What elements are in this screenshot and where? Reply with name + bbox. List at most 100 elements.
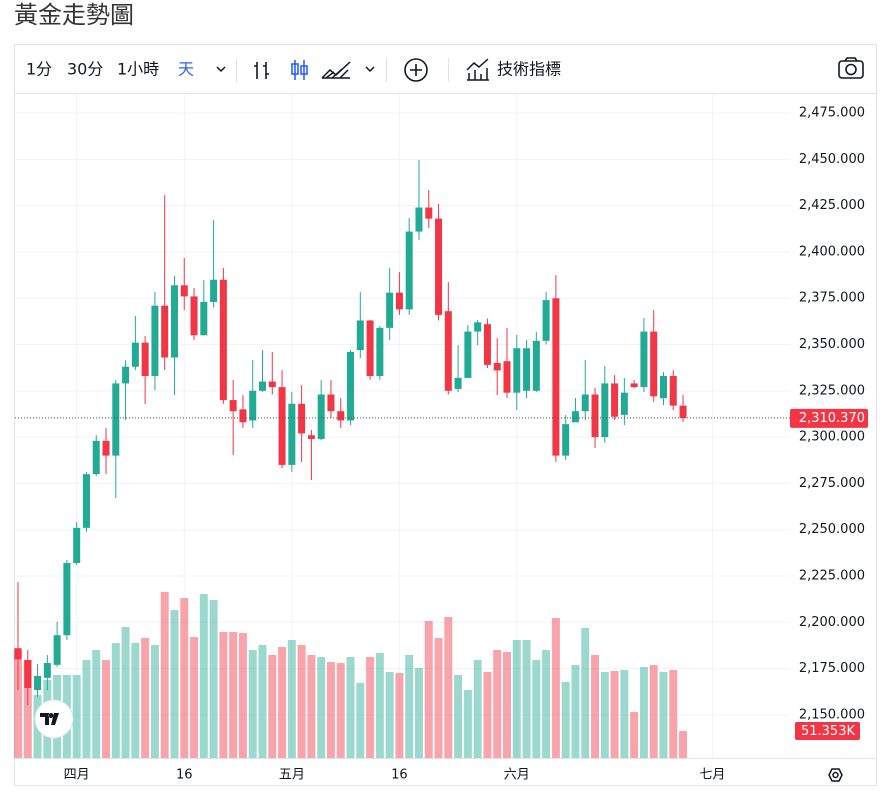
candle-body [219, 279, 227, 401]
y-tick-label: 2,350.000 [799, 337, 865, 352]
snapshot-button[interactable] [838, 57, 864, 79]
last-price-box [790, 408, 868, 428]
candle-body [43, 663, 51, 678]
candle-body [532, 340, 540, 391]
candle-body [395, 292, 403, 310]
volume-bar [385, 672, 394, 758]
volume-bar [72, 675, 81, 758]
volume-bar [532, 660, 541, 758]
y-tick-label: 2,150.000 [799, 707, 865, 722]
interval-menu[interactable] [216, 66, 226, 73]
candle-body [669, 376, 677, 406]
candle-body [53, 635, 61, 665]
volume-bar [199, 594, 208, 758]
volume-bar [190, 637, 199, 758]
volume-bar [610, 671, 619, 758]
interval-button[interactable]: 天 [178, 60, 194, 79]
x-tick-label: 六月 [504, 768, 530, 783]
candle-body [503, 361, 511, 393]
volume-bar [278, 647, 287, 758]
volume-bar [483, 672, 492, 758]
volume-bar [268, 655, 277, 758]
x-tick-label: 七月 [699, 768, 725, 783]
candle-body [24, 660, 32, 689]
last-volume-box [795, 721, 860, 740]
volume-bar [659, 672, 668, 758]
candle-body [82, 474, 90, 528]
volume-bar [131, 643, 140, 758]
volume-bar [170, 610, 179, 758]
candle-body [229, 400, 237, 412]
indicators-button[interactable]: 技術指標 [497, 60, 561, 79]
candle-body [14, 648, 22, 660]
volume-bar [522, 640, 531, 758]
page-title: 黃金走勢圖 [14, 1, 134, 29]
candle-body [552, 298, 560, 456]
candle-style-icon[interactable] [291, 60, 308, 80]
compare-button[interactable] [404, 58, 428, 82]
candle-body [34, 675, 42, 691]
volume-bar [591, 655, 600, 758]
candle-body [425, 207, 433, 219]
candle-body [170, 285, 178, 358]
interval-button[interactable]: 1分 [26, 60, 52, 79]
y-tick-label: 2,375.000 [799, 291, 865, 306]
volume-bar [444, 617, 453, 758]
volume-bar [512, 640, 521, 758]
y-tick-label: 2,200.000 [799, 615, 865, 630]
volume-bar [493, 650, 502, 758]
volume-bar [561, 682, 570, 758]
candle-body [327, 394, 335, 412]
volume-bar [669, 670, 678, 758]
candle-body [562, 424, 570, 456]
y-tick-label: 2,475.000 [799, 106, 865, 121]
volume-bar [111, 643, 120, 758]
volume-bar [317, 657, 326, 758]
candle-body [249, 390, 257, 421]
candle-body [366, 320, 374, 377]
candle-body [337, 411, 345, 421]
candle-body [73, 527, 81, 564]
settings-button[interactable] [828, 768, 843, 782]
volume-bar [209, 600, 218, 758]
interval-button[interactable]: 30分 [67, 60, 103, 79]
candle-body [278, 387, 286, 465]
candle-body [581, 394, 589, 412]
candle-body [513, 348, 521, 393]
volume-bar [23, 660, 32, 758]
x-tick-label: 16 [176, 768, 193, 783]
volume-bar [160, 592, 169, 758]
x-tick-label: 16 [391, 768, 408, 783]
candle-body [454, 377, 462, 389]
volume-bar [356, 683, 365, 758]
tv-logo [34, 699, 74, 739]
candle-body [474, 322, 482, 332]
interval-button[interactable]: 1小時 [117, 60, 159, 79]
y-tick-label: 2,300.000 [799, 430, 865, 445]
candle-body [493, 363, 501, 371]
y-tick-label: 2,450.000 [799, 152, 865, 167]
indicators-icon[interactable] [466, 58, 489, 81]
volume-bar [571, 665, 580, 758]
bar-style-icon[interactable] [254, 62, 269, 79]
candle-body [200, 301, 208, 336]
volume-bar [141, 638, 150, 758]
volume-bar [434, 638, 443, 758]
candle-body [298, 403, 306, 434]
volume-bar [542, 650, 551, 758]
candle-body [650, 331, 658, 397]
candle-body [151, 305, 159, 377]
y-tick-label: 2,425.000 [799, 198, 865, 213]
volume-bar [307, 655, 316, 758]
area-style-icon[interactable] [321, 61, 351, 79]
candle-body [92, 440, 100, 475]
volume-bar [82, 660, 91, 758]
candle-body [376, 327, 384, 377]
candle-body [601, 383, 609, 438]
chart-frame [14, 44, 877, 786]
style-menu[interactable] [365, 66, 375, 73]
candle-body [210, 279, 218, 302]
volume-bar [375, 653, 384, 758]
volume-bar [581, 628, 590, 758]
